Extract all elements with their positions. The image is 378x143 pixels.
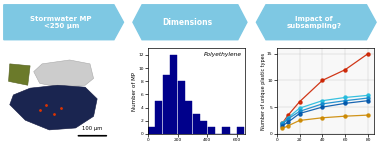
Text: Stormwater MP
<250 μm: Stormwater MP <250 μm [31, 16, 92, 29]
Polygon shape [133, 5, 247, 40]
Polygon shape [4, 5, 124, 40]
Polygon shape [34, 60, 94, 87]
Polygon shape [10, 85, 97, 130]
Text: 100 μm: 100 μm [82, 126, 102, 131]
Polygon shape [256, 5, 376, 40]
Text: Dimensions: Dimensions [163, 18, 213, 27]
Text: Impact of
subsampling?: Impact of subsampling? [287, 16, 341, 29]
Polygon shape [9, 64, 30, 85]
